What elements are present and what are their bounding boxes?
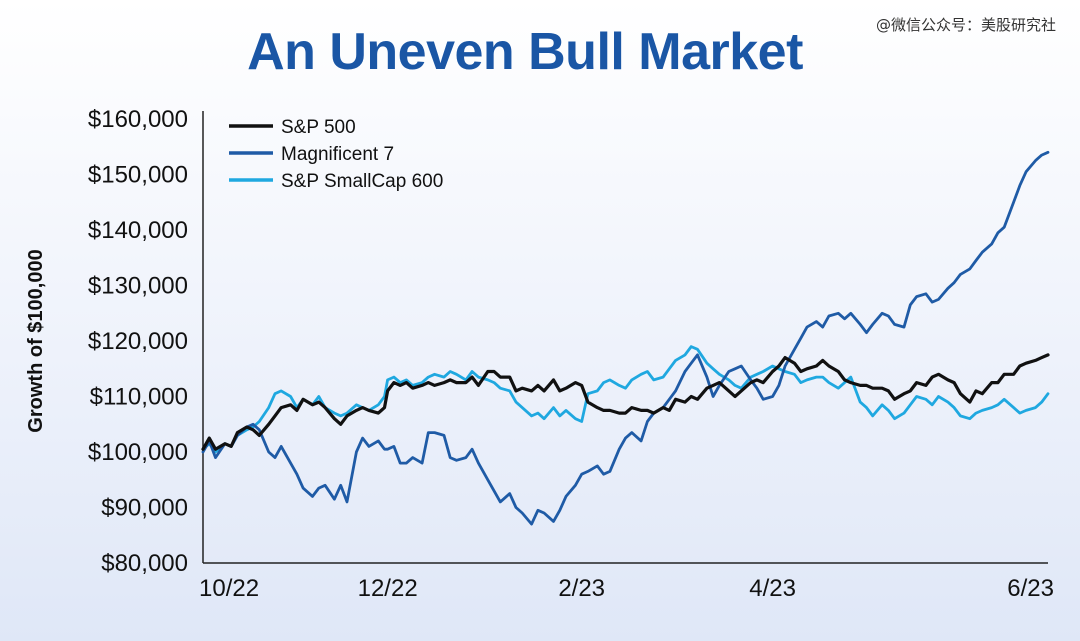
series-line-0 — [201, 353, 1050, 451]
chart-legend: S&P 500 Magnificent 7 S&P SmallCap 600 — [229, 117, 443, 192]
y-tick-label: $130,000 — [88, 273, 188, 300]
x-tick-label: 6/23 — [1007, 575, 1054, 602]
y-tick-label: $120,000 — [88, 328, 188, 355]
x-axis-ticks: 10/22 12/22 2/23 4/23 6/23 — [199, 575, 1054, 602]
chart-axes — [202, 111, 1048, 564]
series-line-1 — [201, 150, 1050, 526]
x-tick-label: 4/23 — [749, 575, 796, 602]
watermark: @微信公众号：美股研究社 — [875, 16, 1056, 34]
legend-label: S&P SmallCap 600 — [281, 171, 443, 192]
y-axis-label: Growth of $100,000 — [25, 249, 47, 432]
y-tick-label: $110,000 — [90, 384, 188, 411]
y-tick-label: $80,000 — [101, 550, 188, 577]
y-tick-label: $160,000 — [88, 106, 188, 133]
y-tick-label: $100,000 — [88, 439, 188, 466]
x-tick-label: 2/23 — [558, 575, 605, 602]
series-line-2 — [201, 345, 1050, 454]
x-tick-label: 10/22 — [199, 575, 259, 602]
y-axis-ticks: $160,000 $150,000 $140,000 $130,000 $120,000… — [88, 106, 188, 577]
y-tick-label: $150,000 — [88, 162, 188, 189]
chart-title: An Uneven Bull Market — [247, 23, 803, 81]
legend-label: Magnificent 7 — [281, 144, 394, 165]
chart-series — [201, 150, 1050, 526]
legend-label: S&P 500 — [281, 117, 356, 138]
y-tick-label: $140,000 — [88, 217, 188, 244]
y-tick-label: $90,000 — [101, 495, 188, 522]
x-tick-label: 12/22 — [358, 575, 418, 602]
